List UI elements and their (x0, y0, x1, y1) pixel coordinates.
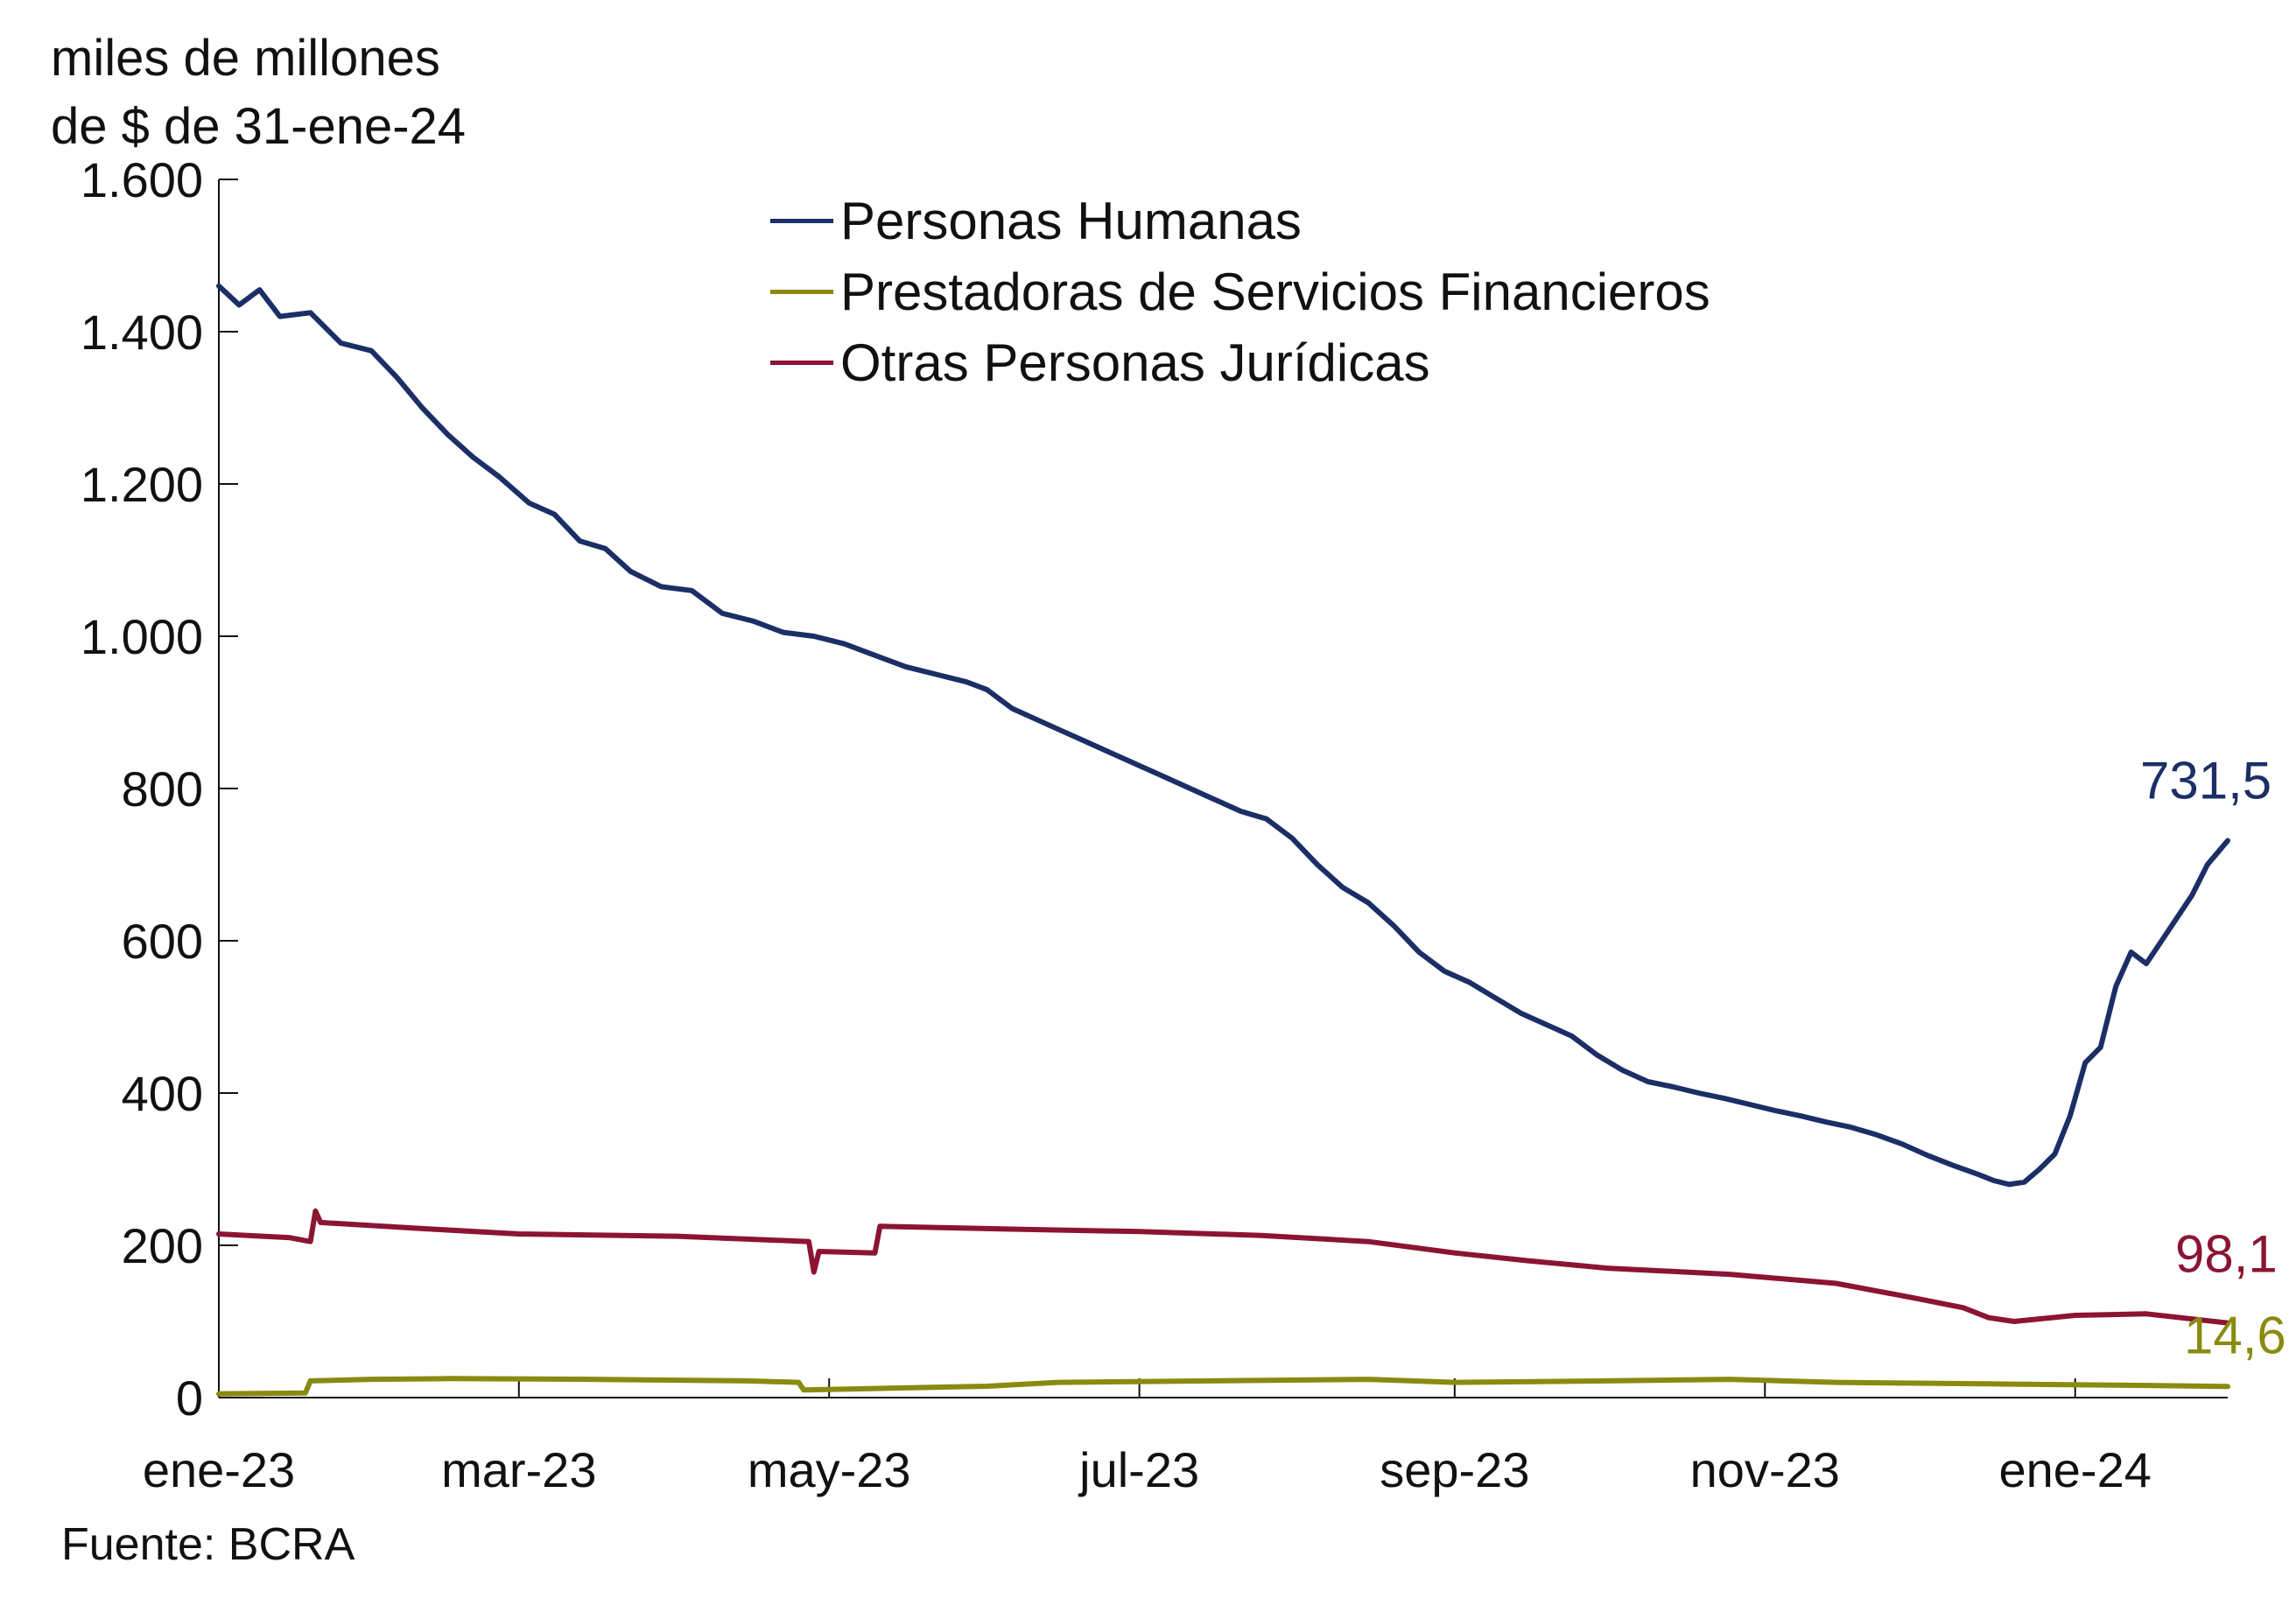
y-tick-label: 1.400 (81, 305, 203, 360)
series-layer (216, 283, 2230, 1397)
x-tick-label: jul-23 (1078, 1442, 1199, 1497)
end-labels: 731,5 14,6 98,1 (2140, 752, 2286, 1365)
y-axis-unit-label: miles de millones de $ de 31-ene-24 (51, 25, 466, 161)
legend-label-otras-juridicas: Otras Personas Jurídicas (840, 333, 1430, 392)
legend-swatch-prestadoras (770, 290, 833, 294)
end-value-label: 98,1 (2175, 1225, 2278, 1284)
y-tick-label: 400 (122, 1066, 203, 1121)
x-tick-label: mar-23 (441, 1442, 596, 1497)
axes: 0 200 400 600 800 1.000 1.200 1.400 1.600 ene-23 m… (81, 152, 2228, 1497)
end-value-label: 14,6 (2184, 1306, 2286, 1364)
series-line-0 (216, 283, 2230, 1188)
x-tick-label: sep-23 (1380, 1442, 1529, 1497)
source-note: Fuente: BCRA (61, 1519, 355, 1570)
legend-label-prestadoras: Prestadoras de Servicios Financieros (840, 263, 1710, 321)
y-axis-unit-line-1: miles de millones (51, 30, 440, 87)
legend-item-personas-humanas: Personas Humanas (770, 186, 1710, 256)
legend-swatch-otras-juridicas (770, 361, 833, 365)
x-tick-label: nov-23 (1690, 1442, 1840, 1497)
x-tick-label: ene-23 (143, 1442, 295, 1497)
y-tick-label: 1.600 (81, 152, 203, 207)
series-line-1 (216, 1376, 2230, 1397)
y-tick-label: 0 (176, 1370, 203, 1426)
end-value-label: 731,5 (2140, 752, 2271, 810)
y-tick-label: 1.000 (81, 609, 203, 664)
y-tick-label: 200 (122, 1218, 203, 1273)
y-axis-unit-line-2: de $ de 31-ene-24 (51, 98, 467, 155)
legend-label-personas-humanas: Personas Humanas (840, 192, 1302, 250)
legend-item-prestadoras: Prestadoras de Servicios Financieros (770, 256, 1710, 327)
y-tick-label: 800 (122, 761, 203, 817)
legend-item-otras-juridicas: Otras Personas Jurídicas (770, 327, 1710, 398)
x-tick-label: ene-24 (1999, 1442, 2152, 1497)
series-line-2 (216, 1208, 2230, 1326)
x-tick-label: may-23 (748, 1442, 911, 1497)
y-tick-label: 600 (122, 914, 203, 969)
y-tick-label: 1.200 (81, 457, 203, 512)
legend: Personas Humanas Prestadoras de Servicio… (770, 186, 1710, 398)
legend-swatch-personas-humanas (770, 219, 833, 223)
